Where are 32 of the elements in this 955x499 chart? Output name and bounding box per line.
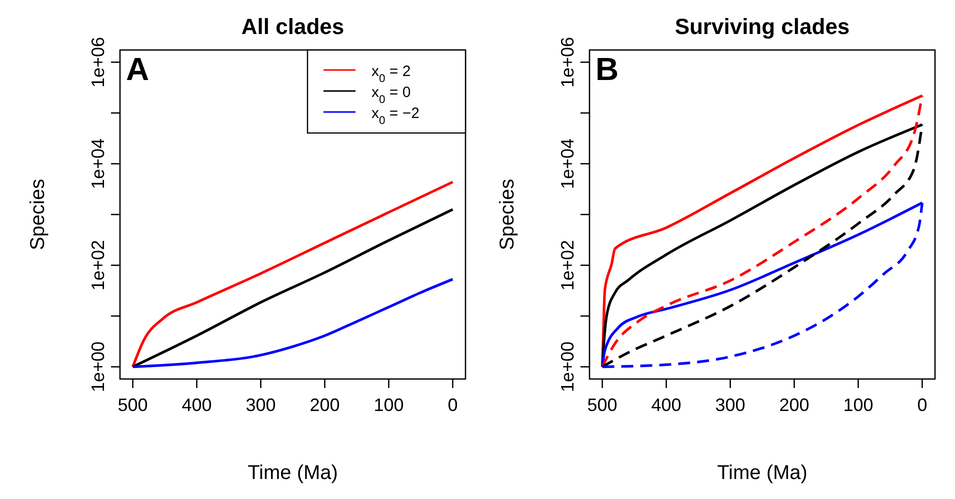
- legend-label: x$_{0}$ = −2: [372, 105, 420, 127]
- x-tick-label: 300: [715, 395, 746, 415]
- chart-title: All clades: [241, 14, 344, 39]
- x-tick-label: 500: [587, 395, 618, 415]
- y-axis-title: Species: [496, 178, 518, 250]
- y-tick-label: 1e+04: [88, 138, 108, 190]
- y-tick-label: 1e+04: [558, 138, 578, 190]
- annotation: B: [596, 51, 619, 87]
- x-tick-label: 500: [118, 395, 148, 415]
- legend-label: x$_{0}$ = 0: [372, 84, 411, 106]
- chart-title: Surviving clades: [674, 14, 850, 39]
- x-tick-label: 100: [374, 395, 404, 415]
- x-axis-title: Time (Ma): [248, 462, 338, 484]
- y-tick-label: 1e+06: [558, 36, 578, 88]
- x-tick-label: 200: [779, 395, 810, 415]
- annotation: A: [126, 51, 150, 87]
- line-series: [131, 278, 454, 368]
- y-tick-label: 1e+00: [88, 342, 108, 392]
- y-tick-label: 1e+06: [88, 36, 108, 88]
- x-tick-label: 0: [448, 395, 458, 415]
- x-tick-label: 300: [246, 395, 276, 415]
- x-tick-label: 0: [917, 395, 928, 415]
- x-axis-title: Time (Ma): [717, 462, 808, 484]
- x-tick-label: 400: [651, 395, 682, 415]
- legend-label: x$_{0}$ = 2: [372, 63, 411, 85]
- x-tick-label: 100: [843, 395, 874, 415]
- x-tick-label: 200: [310, 395, 340, 415]
- y-tick-label: 1e+02: [558, 240, 578, 291]
- y-axis-title: Species: [27, 178, 49, 250]
- x-tick-label: 400: [182, 395, 212, 415]
- y-tick-label: 1e+00: [558, 342, 578, 392]
- y-tick-label: 1e+02: [88, 240, 108, 291]
